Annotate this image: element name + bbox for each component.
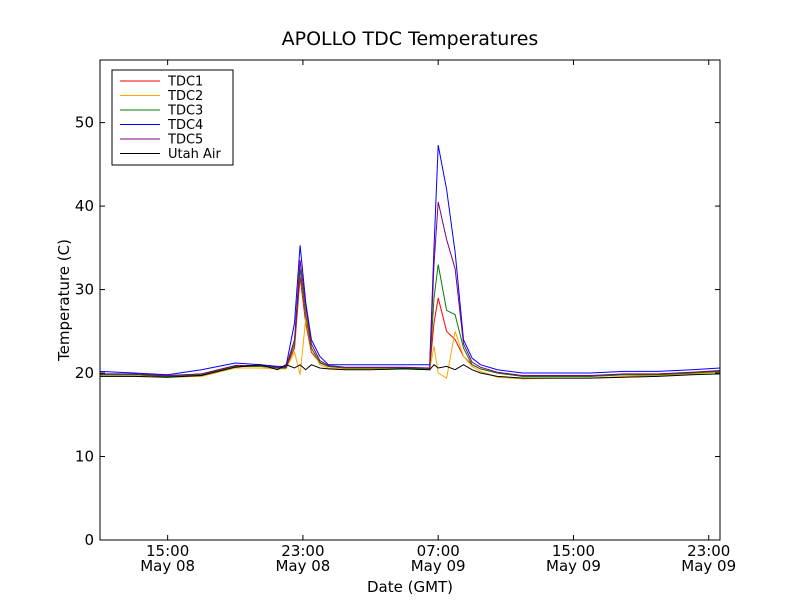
legend-box: [111, 69, 234, 166]
x-tick-label-date: May 09: [681, 557, 736, 575]
x-tick-label-time: 15:00: [552, 542, 595, 560]
series-layer: [99, 145, 721, 380]
legend-label: TDC1: [167, 75, 203, 90]
legend-label: TDC2: [167, 89, 203, 104]
y-tick-label: 40: [75, 197, 94, 215]
series-line-0: [100, 276, 721, 377]
x-tick-label-date: May 09: [411, 557, 466, 575]
y-tick-label: 20: [75, 364, 94, 382]
y-tick-label: 10: [75, 448, 94, 466]
chart-title: APOLLO TDC Temperatures: [282, 28, 539, 50]
x-tick-label-date: May 08: [140, 557, 195, 575]
legend-label: TDC4: [167, 118, 203, 133]
y-tick-label: 50: [75, 114, 94, 132]
x-tick-label-time: 07:00: [417, 542, 460, 560]
series-line-4: [100, 201, 721, 377]
plot-area-frame: [99, 59, 721, 541]
series-line-1: [100, 318, 721, 380]
legend-label: TDC3: [167, 104, 203, 119]
legend-label: Utah Air: [168, 147, 221, 162]
y-axis-ticks: 0 10 20 30 40 50: [75, 114, 720, 549]
x-tick-label-time: 23:00: [687, 542, 730, 560]
x-tick-label-time: 15:00: [146, 542, 189, 560]
y-tick-label: 30: [75, 281, 94, 299]
x-axis-title: Date (GMT): [367, 578, 453, 596]
y-axis-title: Temperature (C): [55, 239, 73, 362]
x-tick-label-date: May 08: [275, 557, 330, 575]
x-tick-label-time: 23:00: [281, 542, 324, 560]
series-line-3: [99, 145, 721, 376]
legend-label: TDC5: [167, 133, 203, 148]
series-line-5: [100, 364, 721, 379]
y-tick-label: 0: [84, 531, 94, 549]
series-line-2: [100, 264, 721, 377]
x-tick-label-date: May 09: [546, 557, 601, 575]
